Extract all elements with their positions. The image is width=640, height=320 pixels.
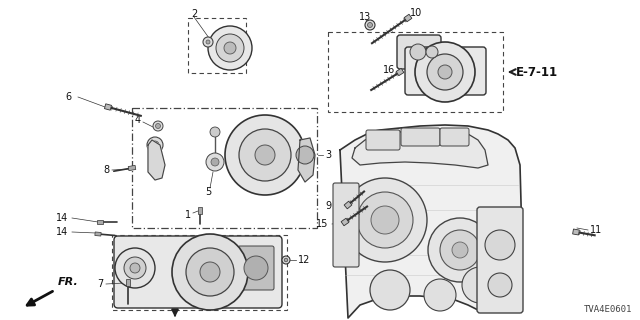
Text: 9: 9 <box>326 201 332 211</box>
Polygon shape <box>148 140 165 180</box>
Circle shape <box>357 192 413 248</box>
Circle shape <box>438 65 452 79</box>
Circle shape <box>200 262 220 282</box>
Bar <box>104 104 111 110</box>
Text: 2: 2 <box>191 9 197 19</box>
Text: 14: 14 <box>56 213 68 223</box>
FancyBboxPatch shape <box>114 236 282 308</box>
Circle shape <box>296 146 314 164</box>
Text: 10: 10 <box>410 8 422 18</box>
Bar <box>344 201 352 209</box>
Polygon shape <box>340 125 522 318</box>
FancyBboxPatch shape <box>366 130 400 150</box>
Text: 14: 14 <box>56 227 68 237</box>
Circle shape <box>424 279 456 311</box>
Bar <box>396 68 404 76</box>
Text: 8: 8 <box>103 165 109 175</box>
Bar <box>97 220 103 224</box>
Polygon shape <box>298 138 315 182</box>
FancyBboxPatch shape <box>397 35 441 69</box>
Text: 16: 16 <box>383 65 395 75</box>
Circle shape <box>255 145 275 165</box>
Circle shape <box>224 42 236 54</box>
Bar <box>573 229 579 235</box>
FancyBboxPatch shape <box>440 128 469 146</box>
Bar <box>328 32 503 112</box>
Text: 13: 13 <box>359 12 371 22</box>
Polygon shape <box>352 130 488 168</box>
Circle shape <box>186 248 234 296</box>
Circle shape <box>427 54 463 90</box>
FancyBboxPatch shape <box>405 47 486 95</box>
Text: 15: 15 <box>316 219 328 229</box>
Circle shape <box>426 46 438 58</box>
FancyBboxPatch shape <box>238 246 274 290</box>
Bar <box>112 235 287 310</box>
Circle shape <box>147 137 163 153</box>
Circle shape <box>211 158 219 166</box>
Circle shape <box>367 22 372 28</box>
Text: 12: 12 <box>298 255 310 265</box>
Text: 3: 3 <box>325 150 331 160</box>
Circle shape <box>239 129 291 181</box>
Circle shape <box>343 178 427 262</box>
Circle shape <box>206 40 210 44</box>
Circle shape <box>203 37 213 47</box>
Text: 4: 4 <box>135 115 141 125</box>
Bar <box>198 206 202 213</box>
Bar <box>188 18 246 73</box>
Circle shape <box>124 257 146 279</box>
Text: 11: 11 <box>590 225 602 235</box>
Text: 6: 6 <box>65 92 71 102</box>
Circle shape <box>284 258 288 262</box>
Bar <box>341 218 349 226</box>
Circle shape <box>452 242 468 258</box>
Text: TVA4E0601: TVA4E0601 <box>584 305 632 314</box>
Circle shape <box>153 121 163 131</box>
Text: 1: 1 <box>185 210 191 220</box>
FancyBboxPatch shape <box>477 207 523 313</box>
Circle shape <box>208 26 252 70</box>
Text: E-7-11: E-7-11 <box>516 66 558 78</box>
Circle shape <box>244 256 268 280</box>
Circle shape <box>210 127 220 137</box>
Circle shape <box>365 20 375 30</box>
Text: 5: 5 <box>205 187 211 197</box>
Bar <box>404 14 412 22</box>
Circle shape <box>410 44 426 60</box>
Circle shape <box>428 218 492 282</box>
Circle shape <box>115 248 155 288</box>
Circle shape <box>156 124 161 129</box>
Circle shape <box>371 206 399 234</box>
FancyBboxPatch shape <box>333 183 359 267</box>
Circle shape <box>282 256 290 264</box>
Bar <box>95 232 101 236</box>
Circle shape <box>216 34 244 62</box>
Bar <box>128 165 136 171</box>
Circle shape <box>151 141 159 149</box>
Bar <box>126 278 130 285</box>
Circle shape <box>415 42 475 102</box>
Circle shape <box>206 153 224 171</box>
Circle shape <box>462 267 498 303</box>
Bar <box>132 108 317 228</box>
Circle shape <box>370 270 410 310</box>
Circle shape <box>488 273 512 297</box>
Circle shape <box>440 230 480 270</box>
Text: 7: 7 <box>97 279 103 289</box>
FancyBboxPatch shape <box>401 128 440 146</box>
Circle shape <box>172 234 248 310</box>
Text: FR.: FR. <box>58 277 79 287</box>
Circle shape <box>130 263 140 273</box>
Circle shape <box>485 230 515 260</box>
Circle shape <box>225 115 305 195</box>
